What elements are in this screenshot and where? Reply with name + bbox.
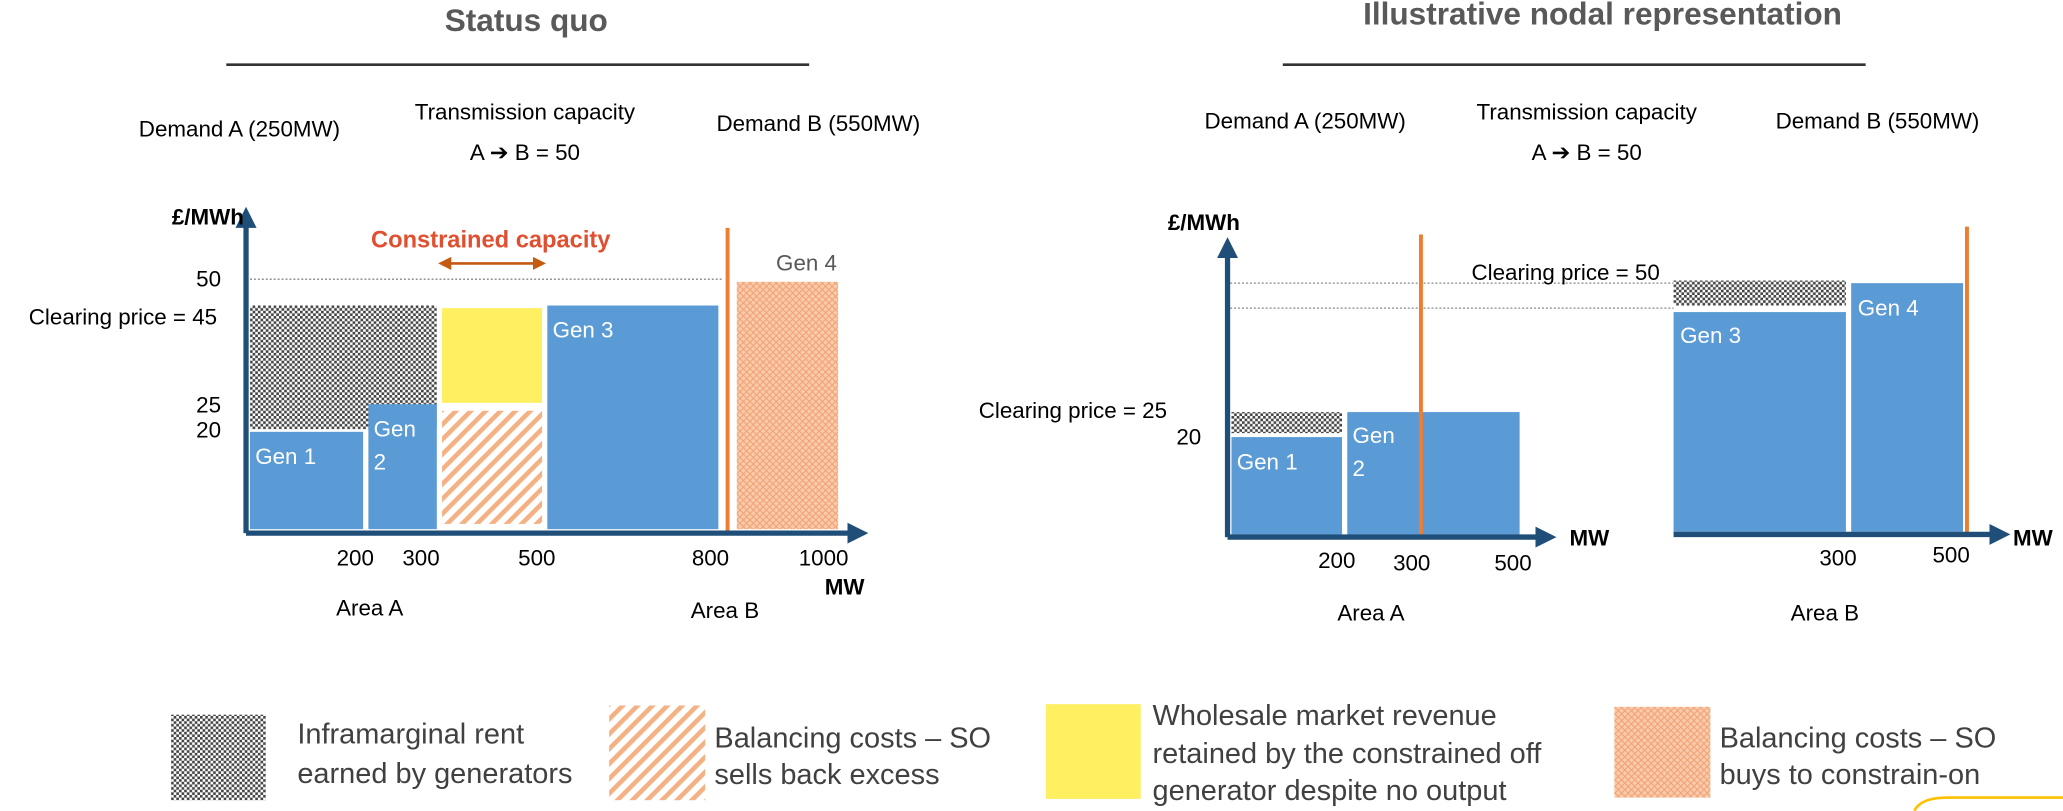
x-label: MW [2013, 526, 2054, 551]
label: Demand A (250MW) [139, 116, 340, 141]
x-tick-label: 300 [1819, 545, 1856, 570]
legend-text: buys to constrain-on [1720, 759, 1981, 791]
label: 2 [1353, 456, 1365, 481]
label: Constrained capacity [371, 227, 611, 253]
legend-text: Balancing costs – SO [1720, 722, 1997, 754]
label: Demand B (550MW) [1776, 109, 1980, 134]
label: Gen 4 [776, 251, 837, 276]
title: Status quo [445, 2, 608, 38]
legend-swatch [1614, 706, 1711, 798]
gen4-block [736, 281, 839, 530]
y-label: £/MWh [172, 205, 244, 230]
label: Clearing price = 45 [29, 305, 217, 330]
label: Demand A (250MW) [1205, 109, 1406, 134]
label: Clearing price = 25 [979, 398, 1167, 423]
x-tick-label: 500 [1494, 551, 1531, 576]
x-tick-label: 800 [692, 545, 729, 570]
x-label: MW [1569, 526, 1610, 551]
legend-swatch [171, 714, 266, 801]
left-panel: Status quo Demand A (250MW) Transmission… [29, 2, 920, 623]
legend-text: retained by the constrained off [1153, 738, 1543, 770]
gen4-block [1851, 283, 1964, 532]
x-tick-label: 500 [518, 545, 555, 570]
stripe-area [442, 410, 543, 524]
y-label: £/MWh [1168, 210, 1240, 235]
label: Gen [1353, 423, 1395, 448]
legend-text: Inframarginal rent [297, 718, 524, 750]
legend-swatch [609, 705, 706, 801]
decoration [1913, 796, 2063, 811]
x-label: MW [825, 574, 866, 599]
y-tick-label: 25 [196, 393, 221, 418]
legend-text: Wholesale market revenue [1153, 700, 1497, 732]
y-tick-label: 20 [1176, 424, 1201, 449]
label: Clearing price = 50 [1472, 260, 1660, 285]
label: Area A [336, 595, 403, 620]
title: Illustrative nodal representation [1363, 0, 1842, 31]
legend-text: sells back excess [714, 759, 939, 791]
gen1-block [249, 431, 364, 530]
rent-area [1231, 412, 1343, 434]
right-panel: Illustrative nodal representation Demand… [979, 0, 2054, 626]
x-tick-label: 200 [337, 545, 374, 570]
gen3-block [547, 305, 719, 530]
label: Demand B (550MW) [716, 111, 920, 136]
x-tick-label: 500 [1933, 543, 1970, 568]
rent-area [1673, 280, 1846, 306]
label: Gen 3 [1680, 323, 1741, 348]
legend: Inframarginal rent earned by generators … [171, 700, 2063, 811]
label: Gen [374, 416, 416, 441]
label: A ➔ B = 50 [470, 140, 580, 165]
y-tick-label: 50 [196, 266, 221, 291]
label: 2 [374, 449, 386, 474]
label: A ➔ B = 50 [1532, 140, 1642, 165]
gen3-block [1673, 312, 1846, 532]
label: Area B [691, 598, 759, 623]
label: Gen 1 [1237, 449, 1298, 474]
x-tick-label: 200 [1318, 548, 1355, 573]
label: Area A [1337, 601, 1404, 626]
legend-text: Balancing costs – SO [714, 722, 991, 754]
y-tick-label: 20 [196, 418, 221, 443]
label: Gen 4 [1858, 295, 1919, 320]
x-tick-label: 300 [402, 545, 439, 570]
x-tick-label: 300 [1393, 551, 1430, 576]
gen1-block [1231, 437, 1343, 535]
yellow-area [442, 308, 543, 403]
label: Area B [1791, 601, 1859, 626]
gen2-block [368, 404, 437, 530]
legend-swatch [1045, 704, 1141, 799]
label: Transmission capacity [1477, 99, 1698, 124]
legend-text: earned by generators [297, 758, 572, 790]
label: Gen 1 [255, 444, 316, 469]
label: Transmission capacity [415, 99, 636, 124]
gen2-block [1347, 412, 1520, 535]
x-tick-label: 1000 [799, 545, 849, 570]
legend-text: generator despite no output [1153, 775, 1507, 807]
label: Gen 3 [553, 318, 614, 343]
